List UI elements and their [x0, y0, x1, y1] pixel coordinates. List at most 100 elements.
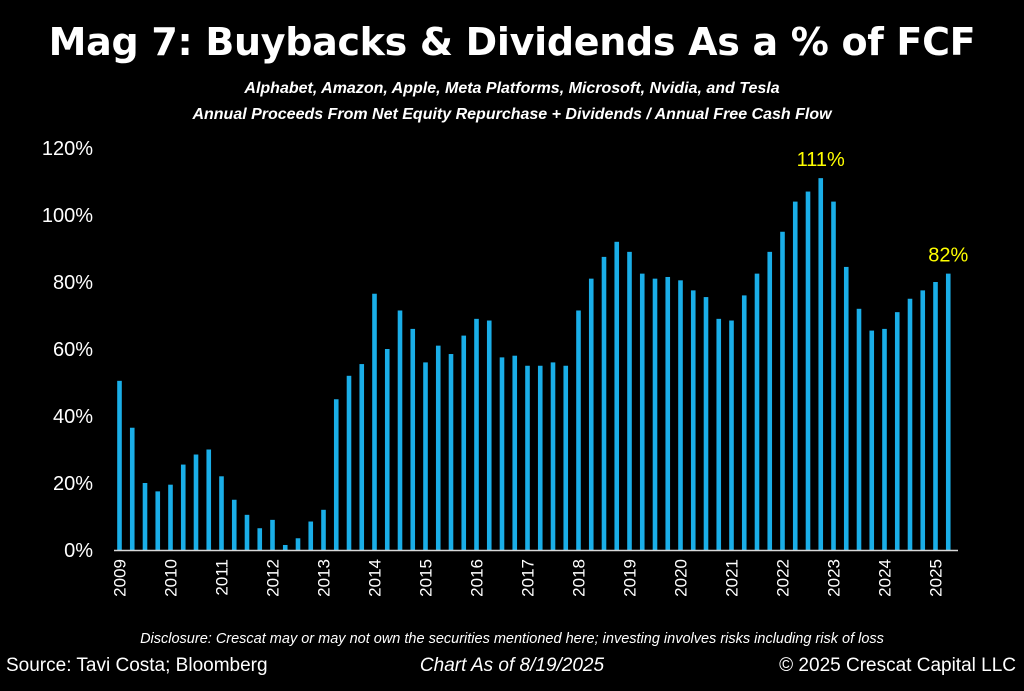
y-tick-label: 100%: [42, 205, 93, 227]
bar: [703, 297, 709, 550]
bar: [614, 241, 620, 551]
bar: [537, 365, 543, 550]
data-label: 82%: [928, 245, 968, 267]
bar: [818, 178, 824, 550]
bar: [219, 476, 224, 550]
bar: [665, 276, 671, 550]
copyright-text: © 2025 Crescat Capital LLC: [779, 655, 1016, 676]
y-tick-label: 80%: [53, 272, 93, 294]
bar: [780, 231, 785, 550]
x-tick-label: 2023: [825, 559, 844, 597]
bar: [831, 201, 836, 550]
bar: [372, 293, 377, 550]
bar: [435, 345, 441, 550]
y-tick-label: 20%: [53, 473, 93, 495]
chart-subtitle-companies: Alphabet, Amazon, Apple, Meta Platforms,…: [244, 80, 780, 97]
bar: [282, 544, 288, 550]
data-label: 111%: [797, 149, 845, 171]
bar: [142, 483, 148, 550]
y-tick-label: 40%: [53, 406, 93, 428]
x-tick-label: 2025: [927, 559, 946, 597]
y-axis: 0% 20% 40% 60% 80% 100% 120%: [42, 138, 93, 562]
bar: [882, 328, 887, 550]
x-tick-label: 2014: [366, 559, 385, 597]
x-tick-label: 2016: [468, 559, 487, 597]
disclosure-text: Disclosure: Crescat may or may not own t…: [140, 631, 884, 647]
x-tick-label: 2015: [417, 559, 436, 597]
bar: [678, 280, 683, 550]
x-tick-label: 2013: [315, 559, 334, 597]
bar: [716, 318, 722, 550]
bar: [525, 365, 530, 550]
bar: [244, 514, 250, 550]
bar: [346, 375, 352, 550]
bar: [512, 355, 518, 550]
bar: [270, 519, 275, 550]
bar: [741, 295, 747, 550]
bar: [907, 298, 913, 550]
x-tick-label: 2019: [621, 559, 640, 597]
bar: [869, 330, 875, 550]
bar: [792, 201, 798, 550]
bar: [767, 251, 773, 550]
bar: [588, 278, 594, 550]
bar: [117, 380, 122, 550]
bar: [308, 521, 314, 550]
bar: [474, 318, 479, 550]
bar: [690, 290, 696, 551]
chart-title: Mag 7: Buybacks & Dividends As a % of FC…: [48, 20, 976, 64]
bar: [168, 484, 173, 550]
bar-series: [117, 178, 951, 551]
source-text: Source: Tavi Costa; Bloomberg: [6, 655, 268, 676]
bar: [129, 427, 135, 550]
bar: [856, 308, 862, 550]
bar: [843, 266, 849, 550]
bar: [627, 251, 632, 550]
bar: [933, 282, 938, 550]
bar: [754, 273, 760, 551]
x-tick-label: 2011: [213, 559, 232, 596]
bar: [601, 256, 607, 551]
bar: [945, 273, 951, 551]
x-tick-label: 2022: [774, 559, 793, 597]
bar: [576, 310, 581, 550]
chart-date-text: Chart As of 8/19/2025: [419, 655, 605, 676]
x-tick-label: 2018: [570, 559, 589, 597]
bar: [193, 454, 199, 550]
bar: [729, 320, 734, 550]
bar: [257, 528, 263, 550]
x-tick-label: 2021: [723, 559, 742, 597]
bar: [550, 362, 556, 550]
bar: [805, 191, 811, 551]
annotations: 111% 82%: [797, 149, 969, 266]
bar: [180, 464, 186, 550]
bar: [231, 499, 237, 550]
bar: [639, 273, 645, 551]
bar: [423, 362, 428, 550]
bar: [295, 538, 301, 550]
bar: [448, 354, 454, 550]
bar: [652, 278, 658, 550]
bar: [920, 290, 926, 551]
bar: [563, 365, 569, 550]
bar: [321, 509, 326, 550]
x-tick-label: 2009: [111, 559, 130, 597]
x-tick-label: 2020: [672, 559, 691, 597]
chart-subtitle-formula: Annual Proceeds From Net Equity Repurcha…: [192, 106, 832, 123]
x-tick-label: 2024: [876, 559, 895, 597]
y-tick-label: 0%: [64, 540, 93, 562]
bar: [499, 357, 505, 551]
y-tick-label: 120%: [42, 138, 93, 160]
bar: [359, 364, 365, 550]
bar: [155, 491, 161, 551]
bar: [397, 310, 403, 550]
x-tick-label: 2017: [519, 559, 538, 597]
bar: [206, 449, 212, 550]
x-tick-label: 2012: [264, 559, 283, 597]
bar: [894, 312, 900, 550]
y-tick-label: 60%: [53, 339, 93, 361]
bar: [333, 399, 339, 550]
bar: [384, 349, 390, 550]
bar: [410, 328, 416, 550]
